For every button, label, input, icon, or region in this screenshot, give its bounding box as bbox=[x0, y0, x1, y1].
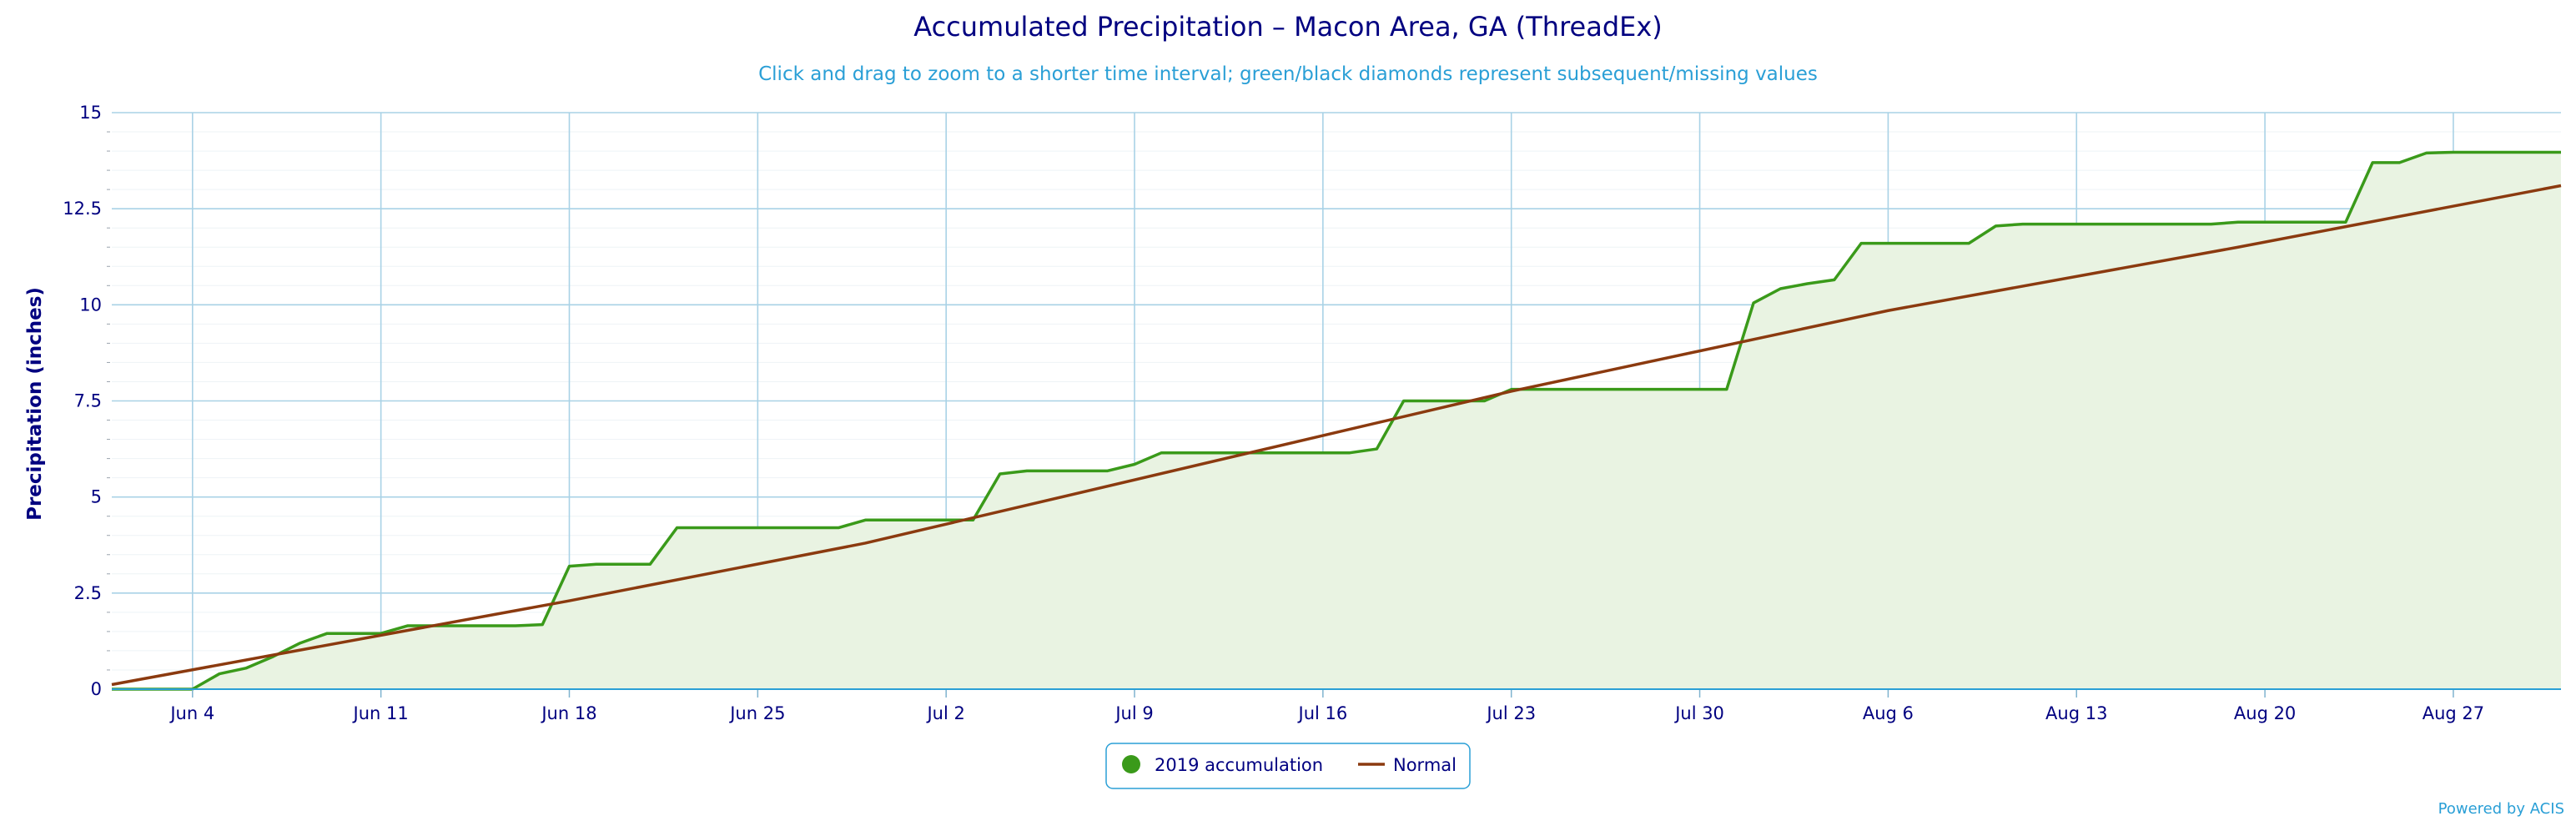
legend-marker-2019-accumulation bbox=[1122, 755, 1140, 773]
x-tick-label: Jul 23 bbox=[1485, 703, 1536, 723]
series-layer bbox=[111, 150, 2562, 691]
y-axis-label: Precipitation (inches) bbox=[24, 287, 46, 521]
accumulation-area-layer bbox=[112, 152, 2561, 689]
x-tick-label: Aug 13 bbox=[2045, 703, 2107, 723]
y-tick-label: 15 bbox=[79, 103, 102, 123]
legend[interactable]: 2019 accumulation Normal bbox=[1105, 743, 1471, 789]
x-tick-label: Aug 20 bbox=[2234, 703, 2296, 723]
x-tick-label: Jun 11 bbox=[352, 703, 409, 723]
series-line-2019-accumulation bbox=[112, 150, 2561, 691]
x-tick-label: Jul 30 bbox=[1673, 703, 1724, 723]
axis-layer: 0 2.5 5 7.5 10 12.5 15 Jun 4 Jun 11 Jun 18 Jun 25 J… bbox=[63, 103, 2561, 723]
x-tick-label: Jul 2 bbox=[925, 703, 964, 723]
x-tick-label: Jul 9 bbox=[1114, 703, 1153, 723]
series-line-normal bbox=[111, 184, 2562, 687]
legend-label-2019-accumulation: 2019 accumulation bbox=[1155, 755, 1323, 775]
credits-link[interactable]: Powered by ACIS bbox=[2438, 800, 2564, 818]
y-tick-label: 7.5 bbox=[74, 391, 102, 411]
legend-label-normal: Normal bbox=[1393, 755, 1457, 775]
legend-box bbox=[1105, 743, 1471, 789]
chart-subtitle: Click and drag to zoom to a shorter time… bbox=[758, 63, 1818, 85]
y-tick-label: 5 bbox=[91, 487, 102, 507]
x-tick-label: Aug 6 bbox=[1863, 703, 1914, 723]
chart-title: Accumulated Precipitation – Macon Area, … bbox=[913, 11, 1663, 43]
y-tick-label: 2.5 bbox=[74, 583, 102, 603]
y-tick-label: 0 bbox=[91, 679, 102, 699]
y-tick-label: 12.5 bbox=[63, 199, 102, 219]
x-tick-label: Aug 27 bbox=[2423, 703, 2484, 723]
legend-item-normal[interactable]: Normal bbox=[1358, 755, 1457, 775]
x-tick-label: Jun 18 bbox=[540, 703, 596, 723]
legend-item-2019-accumulation[interactable]: 2019 accumulation bbox=[1122, 755, 1323, 775]
y-tick-label: 10 bbox=[79, 295, 102, 315]
series-area-2019-accumulation bbox=[112, 152, 2561, 689]
x-tick-label: Jul 16 bbox=[1297, 703, 1348, 723]
x-tick-label: Jun 25 bbox=[728, 703, 785, 723]
x-tick-label: Jun 4 bbox=[169, 703, 214, 723]
